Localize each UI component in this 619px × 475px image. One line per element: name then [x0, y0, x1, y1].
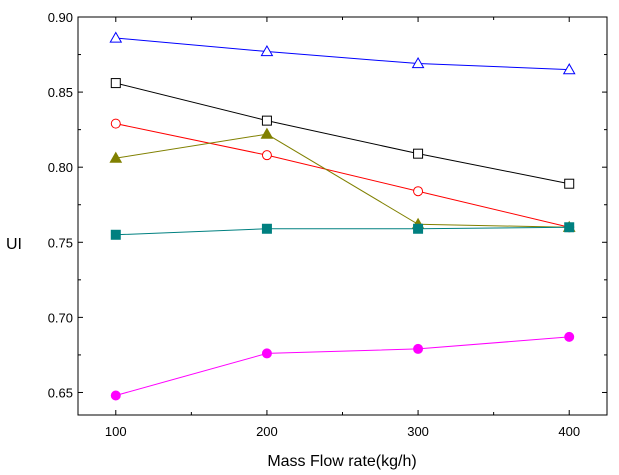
series-line — [115, 82, 570, 185]
x-tick-label: 400 — [558, 424, 580, 439]
data-point — [564, 222, 575, 233]
data-point — [260, 127, 274, 139]
data-point — [110, 390, 121, 401]
data-point — [411, 57, 425, 69]
axis-ticks — [78, 16, 607, 415]
data-point — [109, 31, 123, 43]
x-tick-label: 300 — [407, 424, 429, 439]
data-point — [413, 343, 424, 354]
data-point — [261, 348, 272, 359]
y-axis-title: UI — [6, 236, 22, 253]
data-point — [110, 118, 121, 129]
data-point — [261, 115, 272, 126]
series-line — [115, 226, 570, 236]
data-point — [260, 45, 274, 57]
series-1 — [109, 31, 576, 75]
x-tick-label: 100 — [105, 424, 127, 439]
data-point — [261, 223, 272, 234]
data-point — [413, 223, 424, 234]
data-point — [413, 186, 424, 197]
y-tick-label: 0.65 — [48, 385, 73, 400]
x-axis-title: Mass Flow rate(kg/h) — [267, 453, 416, 470]
plot-frame — [77, 16, 608, 416]
tick-labels: 100 200 300 400 0.65 0.70 0.75 0.80 0.85 0.90 — [48, 10, 580, 439]
series-3 — [110, 118, 575, 233]
data-point — [109, 151, 123, 163]
x-tick-label: 200 — [256, 424, 278, 439]
data-point — [110, 78, 121, 89]
data-point — [562, 63, 576, 75]
series-line — [115, 133, 570, 228]
y-tick-label: 0.90 — [48, 10, 73, 25]
data-point — [413, 148, 424, 159]
y-tick-label: 0.85 — [48, 85, 73, 100]
series-6 — [110, 331, 575, 401]
data-point — [110, 229, 121, 240]
series-5 — [110, 222, 575, 240]
series-line — [115, 37, 570, 71]
data-point — [261, 150, 272, 161]
series-4 — [109, 127, 576, 232]
series-2 — [110, 78, 575, 189]
y-tick-label: 0.80 — [48, 160, 73, 175]
y-tick-label: 0.70 — [48, 310, 73, 325]
y-tick-label: 0.75 — [48, 235, 73, 250]
data-point — [564, 178, 575, 189]
series-group — [109, 31, 576, 401]
series-line — [115, 336, 570, 396]
series-line — [115, 123, 570, 228]
data-point — [564, 331, 575, 342]
